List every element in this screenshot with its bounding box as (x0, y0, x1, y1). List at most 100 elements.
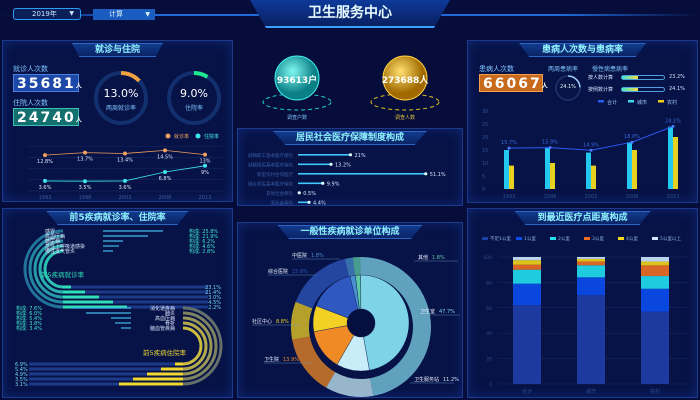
stacked-bar-segment (513, 260, 541, 265)
series-line (44, 165, 206, 182)
y-tick-label: 40 (486, 331, 492, 337)
top5-arc-chart: 感冒 构成: 25.8%2.2%高血压病 构成: 21.9%4.5%糖尿病 构成: 6… (15, 228, 223, 388)
data-point (43, 178, 47, 183)
legend-label: 不足1公里 (490, 236, 511, 242)
visit-label: 就诊人次数 (13, 65, 48, 73)
mode-selector[interactable]: 计算 ▼ (93, 9, 155, 20)
pie-category-label: 卫生服务站 (414, 376, 439, 383)
data-point (43, 153, 47, 158)
sphere-area (262, 55, 440, 111)
bar-value-label: 4.4% (313, 201, 326, 207)
visit-rate-value: 13.0% (103, 87, 139, 100)
outer-ring-segment (360, 257, 431, 396)
data-point (589, 148, 593, 152)
data-point (83, 179, 87, 184)
panel-title: 居民社会医疗保障制度构成 (272, 131, 428, 145)
disease-share: 构成: 5.4% (16, 315, 42, 322)
arc-track (43, 249, 64, 289)
data-point (163, 148, 167, 153)
disease-label: 高血压病 (155, 315, 175, 322)
bar (298, 201, 309, 204)
bar-urban (627, 142, 632, 189)
data-point (671, 124, 675, 128)
disease-label: 感冒 (45, 228, 55, 235)
legend-label: 城市 (637, 99, 647, 106)
bar-urban (545, 147, 550, 189)
pie-category-label: 卫生院 (264, 356, 279, 363)
pie-value-label: 1.8% (311, 253, 324, 259)
legend-label: 就诊率 (174, 133, 189, 140)
panel-title: 就诊与住院 (71, 43, 164, 57)
disease-share: 构成: 7.6% (16, 305, 42, 312)
arc-track (23, 229, 64, 309)
data-label: 13% (199, 159, 210, 165)
rate-label: 3.1% (15, 382, 28, 388)
pie-value-label: 11.2% (443, 377, 459, 383)
data-point (507, 146, 511, 150)
arc-track (182, 311, 218, 381)
data-label: 18.0% (624, 134, 640, 140)
illness-count-label: 患病人次数 (479, 65, 514, 73)
data-label: 15.7% (501, 140, 517, 146)
households-sphere (274, 55, 320, 101)
data-label: 3.5% (79, 185, 92, 191)
bar-rural (591, 165, 596, 189)
stacked-bar-segment (641, 257, 669, 262)
arc-track (182, 306, 223, 386)
bar-category-label: 新型农村合作医疗 (257, 171, 293, 178)
pie-category-label: 其他 (418, 254, 428, 261)
bar (298, 173, 426, 175)
data-point (548, 146, 552, 150)
x-tick-label: 合计 (522, 388, 532, 395)
x-tick-label: 1998 (544, 194, 557, 200)
data-point (163, 169, 167, 174)
persons-value: 273688人 (381, 76, 429, 86)
year-selector[interactable]: 2019年 ▼ (13, 8, 81, 20)
legend-marker (516, 237, 522, 240)
stacked-bar-segment (641, 311, 669, 384)
arc-fill (182, 316, 213, 376)
legend-label: 4公里 (626, 236, 638, 242)
legend-label: 3公里 (592, 236, 604, 242)
illness-bar-chart: 合计 城市 农村 0 5 10 15 20 25 30 1993 1998 2003 2008 2013 15… (482, 99, 681, 200)
visit-rate-arc (120, 71, 141, 83)
chevron-down-icon: ▼ (145, 11, 150, 18)
y-tick-label: 20 (486, 357, 492, 363)
arc-fill (38, 244, 64, 294)
pie-category-label: 卫生室 (420, 308, 435, 315)
x-tick-label: 2003 (119, 195, 132, 201)
x-tick-label: 2008 (159, 195, 172, 201)
inpatient-rate-arc (193, 71, 209, 79)
households-value: 93613户 (276, 76, 318, 86)
arc-fill (28, 234, 64, 304)
legend-marker (482, 237, 488, 240)
disease-share: 构成: 3.8% (16, 320, 42, 327)
pie-category-label: 综合医院 (268, 268, 288, 275)
disease-label: 消化道疾病 (150, 305, 175, 312)
bar-category-label: 城乡居民基本医疗保险 (248, 181, 293, 188)
x-tick-label: 2013 (199, 195, 212, 201)
chronic-row-value: 24.1% (669, 86, 685, 92)
stacked-bar-segment (577, 261, 605, 266)
bar-category-label: 城镇职工基本医疗保险 (248, 152, 293, 159)
top5-panel: 前5疾病就诊率、住院率 感冒 构成: 25.8% 2.2% 高血压病 构成: 21.9%… (2, 208, 233, 398)
insurance-bar-chart: 城镇职工基本医疗保险 21% 城镇居民基本医疗保险 13.2% 新型农村合作医疗 51.1… (248, 152, 446, 207)
data-label: 6.8% (159, 176, 172, 182)
visit-rate-label: 两周就诊率 (105, 105, 136, 112)
inpatient-count: 24740人 (13, 108, 82, 126)
distance-panel: 到最近医疗点距离构成 不足1公里 1公里 2公里 3公里 4公里 5公里以上 0 20 40 60… (467, 208, 698, 398)
illness-panel: 患病人次数与患病率 患病人次数 66067人 两周患病率 24.1% 慢性病患病… (467, 40, 698, 203)
bar-category-label: 其他社会保险 (266, 190, 293, 197)
rate-label: 4.9% (15, 372, 28, 378)
chronic-progress-fill (622, 76, 638, 79)
y-tick-label: 0 (489, 382, 492, 388)
outer-ring-segment (352, 257, 361, 276)
disease-label: 高血压病 (45, 233, 65, 240)
inpatient-label: 住院人次数 (13, 99, 48, 107)
y-tick-label: 0 (482, 187, 485, 193)
pie-value-label: 1.8% (432, 255, 445, 261)
data-point (630, 140, 634, 144)
arc-fill (43, 249, 64, 289)
legend-label: 5公里以上 (660, 235, 681, 242)
x-tick-label: 农村 (650, 388, 660, 395)
